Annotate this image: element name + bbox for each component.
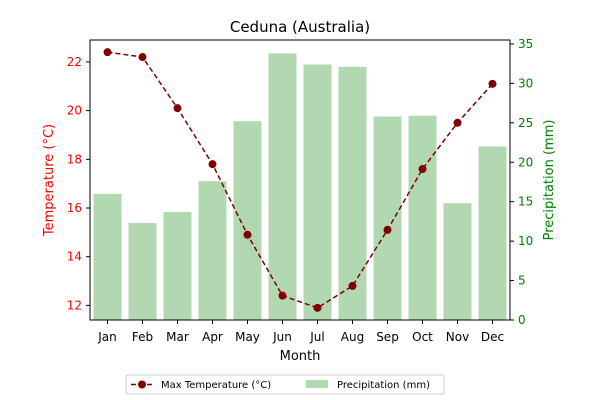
precipitation-bar <box>93 193 122 320</box>
precipitation-bar <box>198 181 227 320</box>
left-y-tick-label: 20 <box>67 104 82 118</box>
temperature-point <box>138 53 147 62</box>
legend: Max Temperature (°C) Precipitation (mm) <box>125 374 445 395</box>
right-y-tick-label: 30 <box>518 76 533 90</box>
temperature-point <box>348 281 357 290</box>
temperature-line <box>103 48 497 312</box>
temperature-point <box>488 79 497 88</box>
legend-frame <box>125 374 445 395</box>
x-tick-label: Nov <box>446 330 469 344</box>
x-tick-label: May <box>235 330 260 344</box>
plot-frame <box>89 39 511 321</box>
x-tick-label: Apr <box>202 330 223 344</box>
legend-label-temperature: Max Temperature (°C) <box>161 380 271 391</box>
right-y-tick-label: 15 <box>518 195 533 209</box>
left-y-tick-label: 16 <box>67 201 82 215</box>
right-y-tick-label: 25 <box>518 116 533 130</box>
right-y-tick-label: 0 <box>518 313 526 327</box>
x-tick-label: Jan <box>97 330 117 344</box>
x-axis: Jan Feb Mar Apr May Jun Jul Aug Sep Oct Nov Dec <box>97 320 504 344</box>
temperature-point <box>383 225 392 234</box>
temperature-line-path <box>107 51 494 309</box>
x-tick-label: Oct <box>412 330 433 344</box>
precipitation-bars <box>93 53 507 321</box>
precipitation-bar <box>163 211 192 320</box>
temperature-point <box>418 165 427 174</box>
legend-bar-swatch <box>306 380 328 388</box>
precipitation-bar <box>443 203 472 320</box>
temperature-point <box>208 160 217 169</box>
precipitation-bar <box>478 146 507 320</box>
right-y-tick-label: 35 <box>518 37 533 51</box>
left-y-tick-label: 12 <box>67 298 82 312</box>
left-y-axis-label: Temperature (°C) <box>42 124 57 237</box>
x-tick-label: Jun <box>272 330 292 344</box>
x-tick-label: Feb <box>132 330 153 344</box>
chart-title: Ceduna (Australia) <box>230 18 370 36</box>
x-tick-label: Aug <box>341 330 364 344</box>
right-y-tick-label: 20 <box>518 155 533 169</box>
temperature-point <box>313 303 322 312</box>
right-y-tick-label: 10 <box>518 234 533 248</box>
precipitation-bar <box>268 53 297 321</box>
legend-marker-swatch <box>138 380 146 389</box>
x-axis-label: Month <box>280 349 321 364</box>
right-y-tick-label: 5 <box>518 274 526 288</box>
precipitation-bar <box>303 64 332 320</box>
precipitation-bar <box>408 115 437 320</box>
left-y-axis: 12 14 16 18 20 22 <box>67 55 90 312</box>
precipitation-bar <box>373 116 402 320</box>
temperature-point <box>173 104 182 113</box>
right-y-axis: 0 5 10 15 20 25 30 35 <box>510 37 533 327</box>
precipitation-bar <box>233 121 262 320</box>
x-tick-label: Sep <box>376 330 399 344</box>
temperature-point <box>278 291 287 300</box>
x-tick-label: Jul <box>309 330 324 344</box>
precipitation-bar <box>128 222 157 320</box>
precipitation-bar <box>338 66 367 321</box>
left-y-tick-label: 14 <box>67 250 82 264</box>
legend-label-precipitation: Precipitation (mm) <box>337 380 430 391</box>
temperature-point <box>103 48 112 57</box>
temperature-point <box>453 118 462 127</box>
left-y-tick-label: 22 <box>67 55 82 69</box>
right-y-axis-label: Precipitation (mm) <box>542 120 557 241</box>
x-tick-label: Mar <box>166 330 189 344</box>
left-y-tick-label: 18 <box>67 152 82 166</box>
temperature-point <box>243 230 252 239</box>
x-tick-label: Dec <box>481 330 504 344</box>
